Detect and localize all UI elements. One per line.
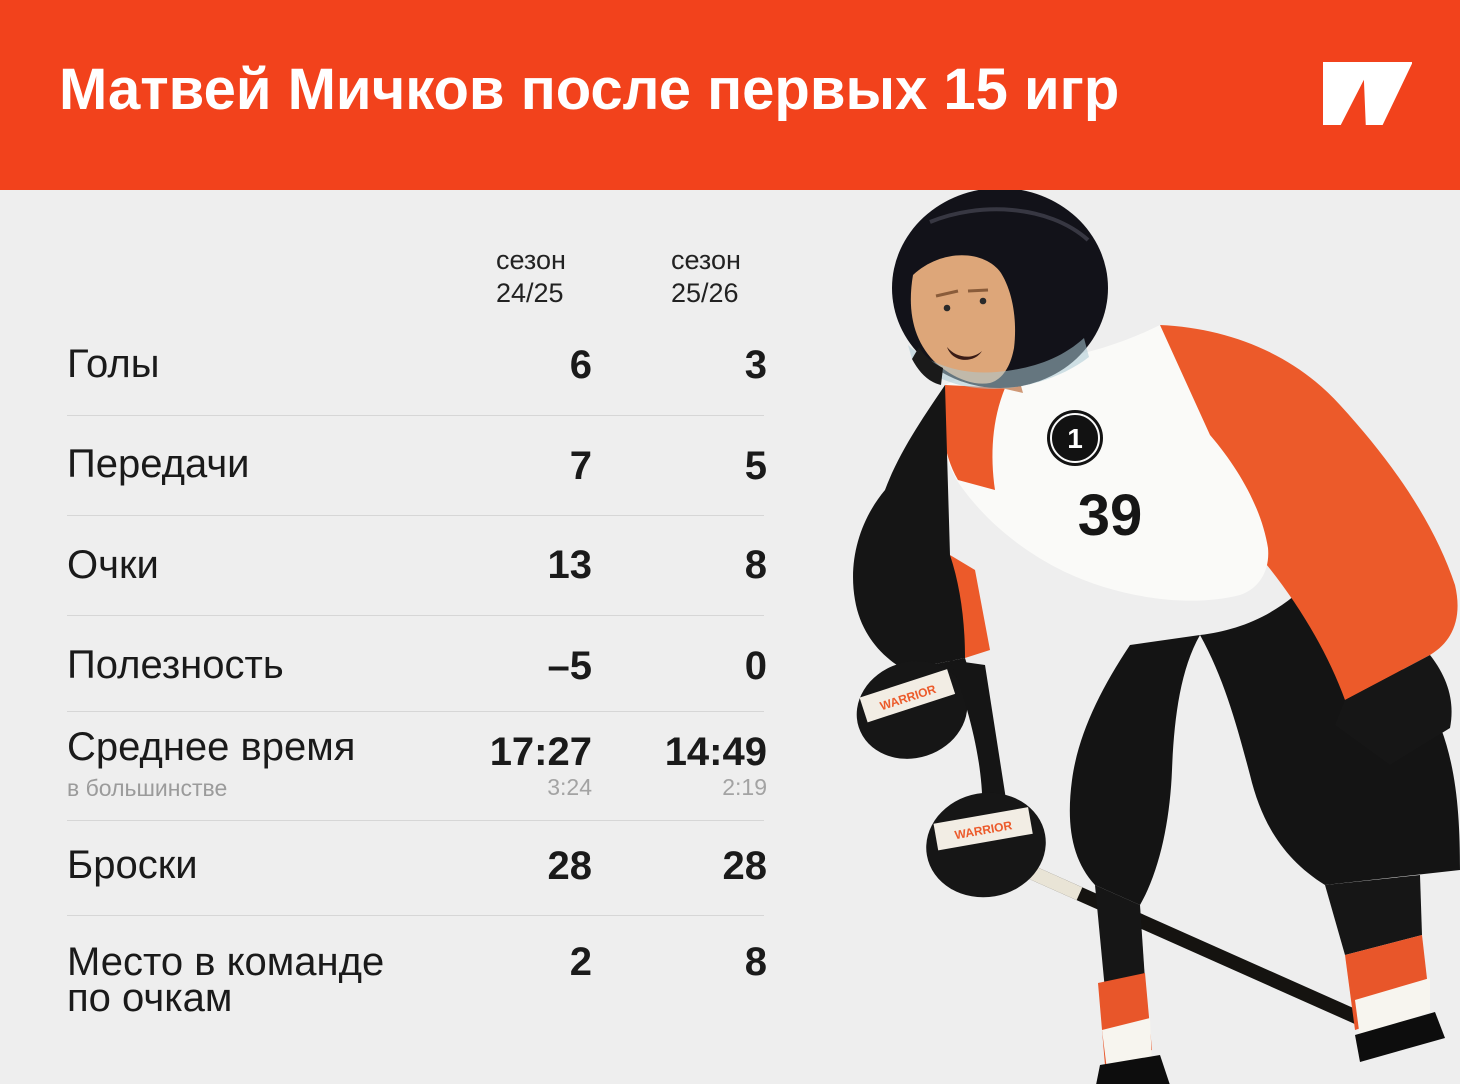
svg-text:39: 39	[1078, 483, 1143, 548]
svg-text:1: 1	[1067, 423, 1083, 454]
